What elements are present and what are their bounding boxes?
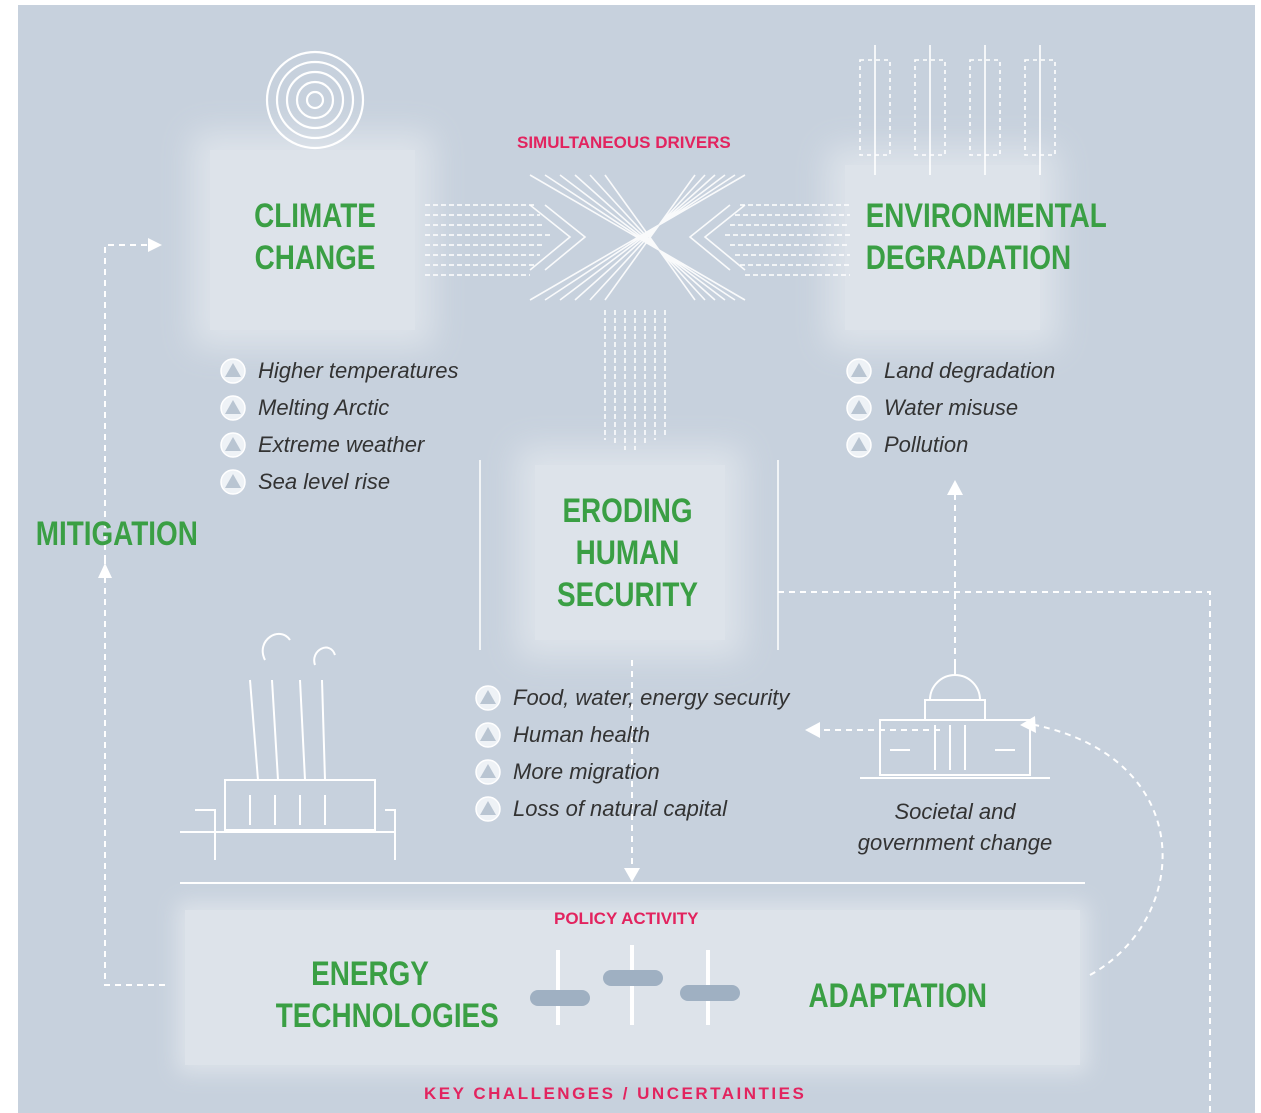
bullet-item: Sea level rise bbox=[220, 463, 459, 500]
sliders-icon bbox=[530, 945, 740, 1025]
bullet-icon bbox=[475, 796, 501, 822]
node-title-line: HUMAN bbox=[548, 532, 708, 574]
footer-label: KEY CHALLENGES / UNCERTAINTIES bbox=[424, 1084, 806, 1104]
bullet-list: Higher temperatures Melting Arctic Extreme… bbox=[220, 352, 459, 500]
bullet-icon bbox=[220, 358, 246, 384]
societal-caption: Societal and government change bbox=[835, 796, 1075, 858]
bullet-item: Pollution bbox=[846, 426, 1055, 463]
node-title: ERODING HUMAN SECURITY bbox=[548, 490, 708, 616]
bullet-text: Sea level rise bbox=[258, 469, 390, 495]
policy-left-line: ENERGY bbox=[276, 953, 465, 995]
bullet-icon bbox=[475, 759, 501, 785]
node-title-line: ENVIRONMENTAL bbox=[866, 195, 1055, 237]
mitigation-label: MITIGATION bbox=[36, 513, 180, 555]
node-title-line: ERODING bbox=[548, 490, 708, 532]
bullet-item: Water misuse bbox=[846, 389, 1055, 426]
bullet-text: Land degradation bbox=[884, 358, 1055, 384]
bullet-item: Human health bbox=[475, 716, 789, 753]
node-title-line: CHANGE bbox=[233, 237, 397, 279]
spiral-icon bbox=[267, 52, 363, 148]
node-title: CLIMATE CHANGE bbox=[233, 195, 397, 279]
bullet-text: Loss of natural capital bbox=[513, 796, 727, 822]
bullet-item: Food, water, energy security bbox=[475, 679, 789, 716]
bullet-icon bbox=[220, 395, 246, 421]
bullet-list: Land degradation Water misuse Pollution bbox=[846, 352, 1055, 463]
caption-line: government change bbox=[835, 827, 1075, 858]
bullet-icon bbox=[846, 358, 872, 384]
driver-crossing bbox=[530, 175, 745, 300]
bullet-icon bbox=[220, 432, 246, 458]
bullet-text: Food, water, energy security bbox=[513, 685, 789, 711]
bullet-item: Extreme weather bbox=[220, 426, 459, 463]
node-title-line: DEGRADATION bbox=[866, 237, 1055, 279]
bullet-text: Human health bbox=[513, 722, 650, 748]
bullet-item: Loss of natural capital bbox=[475, 790, 789, 827]
factory-icon bbox=[180, 634, 395, 860]
policy-label: POLICY ACTIVITY bbox=[554, 909, 699, 929]
bullet-icon bbox=[475, 722, 501, 748]
bullet-icon bbox=[220, 469, 246, 495]
bullet-item: More migration bbox=[475, 753, 789, 790]
bullet-list: Food, water, energy security Human health… bbox=[475, 679, 789, 827]
bullet-icon bbox=[846, 432, 872, 458]
bullet-text: Melting Arctic bbox=[258, 395, 389, 421]
bullet-icon bbox=[475, 685, 501, 711]
node-title: ENVIRONMENTAL DEGRADATION bbox=[866, 195, 1055, 279]
policy-right: ADAPTATION bbox=[808, 975, 976, 1017]
bullet-text: Pollution bbox=[884, 432, 968, 458]
bullet-item: Higher temperatures bbox=[220, 352, 459, 389]
diagram: SIMULTANEOUS DRIVERS CLIMATE CHANGE ENVI… bbox=[0, 0, 1261, 1113]
bullet-item: Melting Arctic bbox=[220, 389, 459, 426]
bullet-item: Land degradation bbox=[846, 352, 1055, 389]
capitol-icon bbox=[860, 665, 1050, 778]
bullet-text: More migration bbox=[513, 759, 660, 785]
node-title-line: SECURITY bbox=[548, 574, 708, 616]
node-title-line: CLIMATE bbox=[233, 195, 397, 237]
bullet-text: Water misuse bbox=[884, 395, 1018, 421]
bullet-icon bbox=[846, 395, 872, 421]
wheat-icon bbox=[860, 45, 1055, 175]
policy-left: ENERGY TECHNOLOGIES bbox=[276, 953, 465, 1037]
caption-line: Societal and bbox=[835, 796, 1075, 827]
bullet-text: Higher temperatures bbox=[258, 358, 459, 384]
policy-left-line: TECHNOLOGIES bbox=[276, 995, 465, 1037]
drivers-label: SIMULTANEOUS DRIVERS bbox=[517, 133, 731, 153]
bullet-text: Extreme weather bbox=[258, 432, 424, 458]
